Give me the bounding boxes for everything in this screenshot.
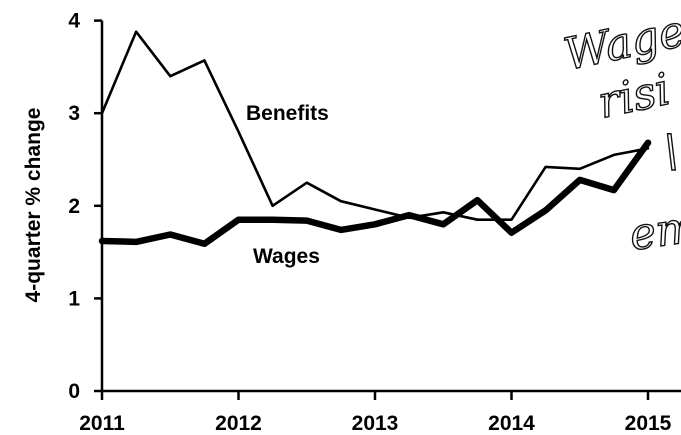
x-tick-label: 2015	[625, 412, 672, 435]
y-tick-label: 4	[68, 10, 80, 33]
x-tick-label: 2011	[79, 412, 125, 435]
handwriting-line-3: \	[664, 126, 679, 177]
y-tick-label: 2	[68, 195, 80, 218]
series-line-benefits	[100, 30, 650, 221]
series-line-wages	[98, 139, 652, 248]
x-tick-label: 2013	[352, 412, 399, 435]
handwritten-note: Wage risi \ em	[559, 5, 681, 262]
handwriting-line-4: em	[626, 201, 681, 261]
x-tick-label: 2014	[488, 412, 535, 435]
series-label-benefits: Benefits	[246, 102, 329, 125]
y-tick-label: 1	[68, 287, 80, 310]
x-tick-label: 2012	[215, 412, 262, 435]
series-lines	[98, 30, 652, 248]
handwriting-line-2: risi	[594, 64, 675, 129]
axes	[94, 19, 681, 400]
tick-labels: 0 1 2 3 4 2011 2012 2013 2014 2015	[68, 10, 671, 435]
y-tick-label: 3	[68, 102, 80, 125]
y-tick-label: 0	[68, 380, 80, 403]
y-axis-title: 4-quarter % change	[22, 108, 45, 303]
series-label-wages: Wages	[253, 245, 320, 268]
